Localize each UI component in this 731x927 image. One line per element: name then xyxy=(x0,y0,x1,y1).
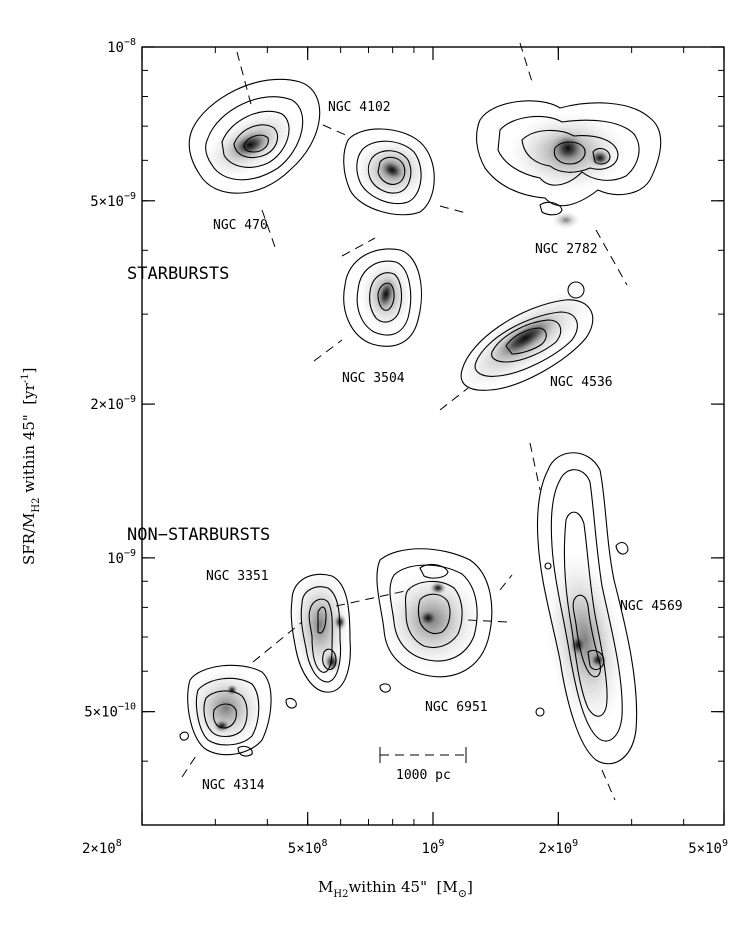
label-ngc3504: NGC 3504 xyxy=(342,371,405,386)
scale-bar-label: 1000 pc xyxy=(396,768,451,783)
galaxy-map-ngc6951 xyxy=(376,548,493,693)
galaxy-map-ngc4569 xyxy=(535,452,638,765)
y-axis-ticks: 10−8 5×10−9 2×10−9 10−9 5×10−10 xyxy=(84,37,724,826)
galaxy-map-ngc3351 xyxy=(285,570,351,709)
y-axis-label: SFR/MH2 within 45" [yr-1] xyxy=(20,368,42,565)
x-axis-label: MH2within 45" [M⊙] xyxy=(318,878,473,900)
galaxy-map-ngc4536 xyxy=(457,288,594,392)
x-tick-label: 5×108 xyxy=(288,838,328,857)
galaxy-map-ngc2782 xyxy=(476,100,662,299)
y-tick-label: 10−8 xyxy=(107,37,136,56)
y-tick-label: 10−9 xyxy=(107,548,136,567)
galaxy-map-ngc3504 xyxy=(343,248,422,347)
x-tick-label: 2×109 xyxy=(538,838,578,857)
x-axis-ticks: 2×108 5×108 109 2×109 5×109 xyxy=(82,47,728,857)
galaxy-map-ngc470 xyxy=(188,78,321,194)
label-ngc2782: NGC 2782 xyxy=(535,242,598,257)
label-ngc4102: NGC 4102 xyxy=(328,100,391,115)
label-ngc3351: NGC 3351 xyxy=(206,569,269,584)
y-tick-label: 2×10−9 xyxy=(90,394,136,413)
x-tick-label: 2×108 xyxy=(82,838,122,857)
scale-bar-ends xyxy=(379,747,467,763)
group-label-starbursts: STARBURSTS xyxy=(127,264,229,284)
group-label-non-starbursts: NON−STARBURSTS xyxy=(127,525,270,545)
label-ngc4536: NGC 4536 xyxy=(550,375,613,390)
label-ngc4314: NGC 4314 xyxy=(202,778,265,793)
label-ngc470: NGC 470 xyxy=(213,218,268,233)
x-tick-label: 109 xyxy=(422,838,445,857)
galaxy-map-ngc4102 xyxy=(343,128,435,216)
x-tick-label: 5×109 xyxy=(688,838,728,857)
galaxy-map-ngc4314 xyxy=(179,664,272,757)
y-tick-label: 5×10−10 xyxy=(84,702,136,721)
y-tick-label: 5×10−9 xyxy=(90,191,136,210)
label-ngc4569: NGC 4569 xyxy=(620,599,683,614)
label-ngc6951: NGC 6951 xyxy=(425,700,488,715)
